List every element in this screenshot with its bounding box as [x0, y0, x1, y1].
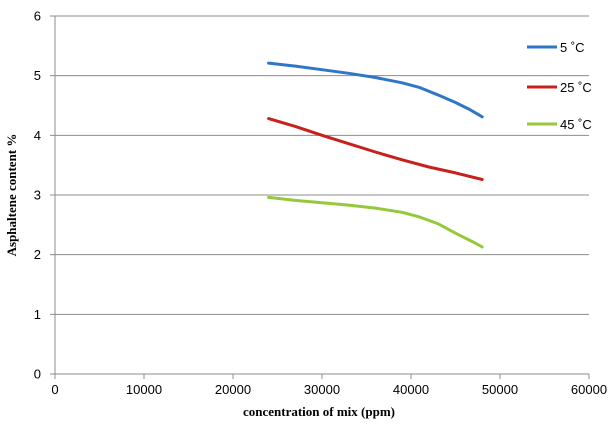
y-tick-label-4: 4: [34, 128, 41, 143]
y-axis-title: Asphaltene content %: [4, 134, 19, 257]
y-tick-label-3: 3: [34, 188, 41, 203]
y-tick-label-0: 0: [34, 367, 41, 382]
legend: 5 ˚C 25 ˚C 45 ˚C: [527, 40, 592, 132]
legend-label-3: 45 ˚C: [560, 117, 592, 132]
axes: [50, 15, 590, 379]
x-tick-label-10000: 10000: [126, 382, 162, 397]
x-tick-label-60000: 60000: [571, 382, 607, 397]
x-axis-title: concentration of mix (ppm): [243, 404, 395, 419]
series-line-2: [267, 117, 484, 181]
y-tick-label-1: 1: [34, 307, 41, 322]
tick-labels: 0 1 2 3 4 5 6 0 10000 20000 30000 40000 50000 60000: [34, 9, 607, 398]
x-tick-label-50000: 50000: [482, 382, 518, 397]
series-line-3: [267, 195, 484, 249]
x-tick-label-0: 0: [51, 382, 58, 397]
x-tick-label-20000: 20000: [215, 382, 251, 397]
y-tick-label-5: 5: [34, 68, 41, 83]
y-tick-label-2: 2: [34, 247, 41, 262]
legend-label-2: 25 ˚C: [560, 80, 592, 95]
series-line-1: [267, 61, 484, 119]
legend-label-1: 5 ˚C: [560, 40, 585, 55]
y-tick-label-6: 6: [34, 9, 41, 24]
data-series: [267, 61, 484, 249]
grid-lines: [55, 15, 589, 315]
x-tick-label-30000: 30000: [304, 382, 340, 397]
x-tick-label-40000: 40000: [393, 382, 429, 397]
